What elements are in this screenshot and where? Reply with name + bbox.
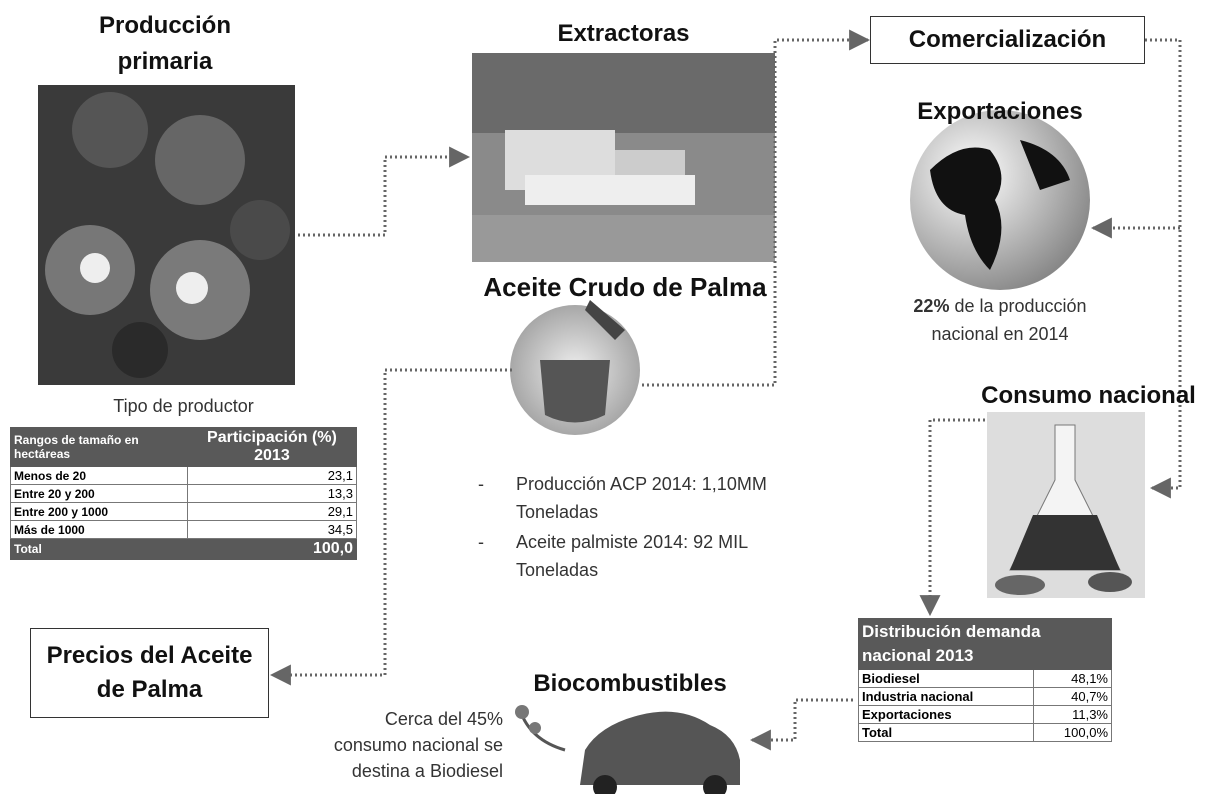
label-cell: Entre 200 y 1000 <box>11 503 188 521</box>
oil-photo <box>510 300 640 435</box>
fruit-photo <box>38 85 295 385</box>
value-cell: 29,1 <box>187 503 356 521</box>
crude-oil-title: Aceite Crudo de Palma <box>440 272 810 303</box>
label-cell: Biodiesel <box>859 670 1034 688</box>
consumption-title: Consumo nacional <box>960 382 1217 410</box>
bullet: -Producción ACP 2014: 1,10MM Toneladas <box>478 470 778 526</box>
biofuels-title: Biocombustibles <box>510 670 750 698</box>
bullet-text: Producción ACP 2014: 1,10MM Toneladas <box>516 470 778 526</box>
flask-image <box>987 412 1145 598</box>
value-cell: 11,3% <box>1033 706 1111 724</box>
prices-box: Precios del Aceite de Palma <box>30 628 269 718</box>
label-cell: Menos de 20 <box>11 467 188 485</box>
commercialization-box: Comercialización <box>870 16 1145 64</box>
header-cell: Participación (%) 2013 <box>187 428 356 467</box>
extractors-title: Extractoras <box>472 20 775 48</box>
car-image <box>515 705 740 794</box>
exports-text: 22% de la producción nacional en 2014 <box>890 292 1110 348</box>
primary-title: Producción primaria <box>50 8 280 80</box>
value-cell: 48,1% <box>1033 670 1111 688</box>
label-cell: Total <box>859 724 1034 742</box>
value-cell: 40,7% <box>1033 688 1111 706</box>
label-cell: Más de 1000 <box>11 521 188 539</box>
total-cell: Total <box>11 539 188 560</box>
header-cell: Rangos de tamaño en hectáreas <box>11 428 188 467</box>
prices-title: Precios del Aceite de Palma <box>31 639 268 707</box>
bullet-dash: - <box>478 470 516 526</box>
bullet-text: Aceite palmiste 2014: 92 MIL Toneladas <box>516 528 778 584</box>
exports-description: de la producción nacional en 2014 <box>931 296 1086 344</box>
globe-image <box>910 110 1090 290</box>
total-cell: 100,0 <box>187 539 356 560</box>
primary-caption: Tipo de productor <box>10 396 357 417</box>
factory-photo <box>472 53 775 262</box>
label-cell: Entre 20 y 200 <box>11 485 188 503</box>
bullet-dash: - <box>478 528 516 584</box>
header-cell: Distribución demanda nacional 2013 <box>859 619 1112 670</box>
header-row: Distribución demanda nacional 2013 <box>859 619 1112 670</box>
label-cell: Industria nacional <box>859 688 1034 706</box>
exports-highlight: 22% <box>913 296 949 316</box>
bullet: -Aceite palmiste 2014: 92 MIL Toneladas <box>478 528 778 584</box>
value-cell: 13,3 <box>187 485 356 503</box>
value-cell: 100,0% <box>1033 724 1111 742</box>
biofuels-note: Cerca del 45% consumo nacional se destin… <box>318 706 503 784</box>
commercialization-title: Comercialización <box>909 26 1106 53</box>
value-cell: 23,1 <box>187 467 356 485</box>
value-cell: 34,5 <box>187 521 356 539</box>
exports-title: Exportaciones <box>880 98 1120 126</box>
crude-oil-bullets: -Producción ACP 2014: 1,10MM Toneladas-A… <box>478 470 778 586</box>
label-cell: Exportaciones <box>859 706 1034 724</box>
page: Producción primaria Tipo de productor Ra… <box>0 0 1217 794</box>
